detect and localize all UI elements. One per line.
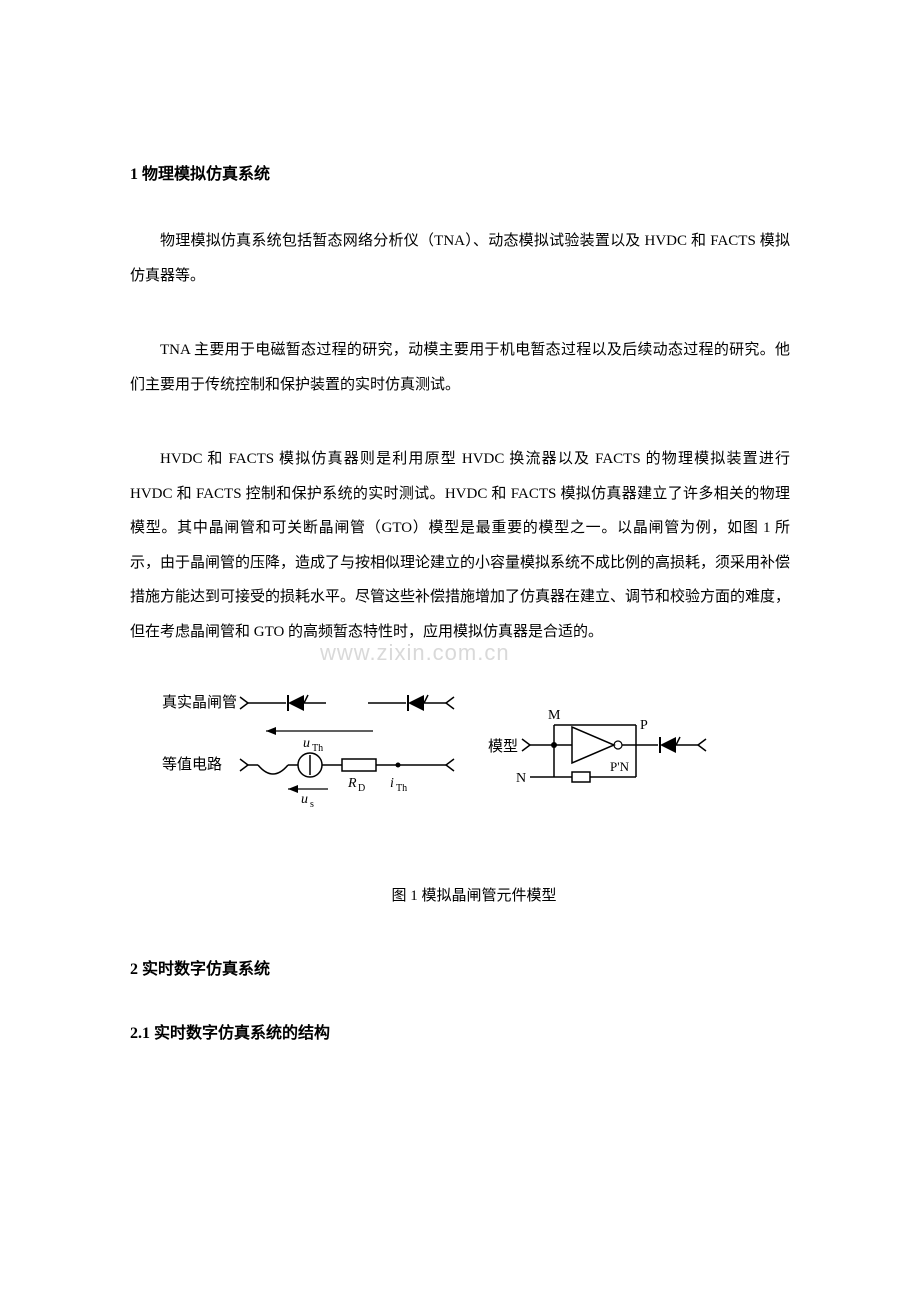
amplifier-icon xyxy=(572,727,614,763)
section-2-heading: 2 实时数字仿真系统 xyxy=(130,955,790,979)
label-model: 模型 xyxy=(488,738,518,755)
label-uth-sub: Th xyxy=(312,743,323,754)
label-equiv-circuit: 等值电路 xyxy=(162,755,222,773)
label-real-thyristor: 真实晶闸管 xyxy=(162,693,237,711)
label-us-sub: s xyxy=(310,799,314,809)
label-rd-sub: D xyxy=(358,783,365,794)
label-uth: u xyxy=(303,736,310,751)
label-rd: R xyxy=(347,776,357,791)
label-ith-sub: Th xyxy=(396,783,407,794)
section-2-1-heading: 2.1 实时数字仿真系统的结构 xyxy=(130,1019,790,1043)
label-m: M xyxy=(548,708,561,723)
figure-1-container: 真实晶闸管 xyxy=(130,689,790,905)
section-1-para-2: TNA 主要用于电磁暂态过程的研究，动模主要用于机电暂态过程以及后续动态过程的研… xyxy=(130,333,790,402)
section-1-para-3: HVDC 和 FACTS 模拟仿真器则是利用原型 HVDC 换流器以及 FACT… xyxy=(130,442,790,649)
section-1-heading: 1 物理模拟仿真系统 xyxy=(130,160,790,184)
label-p: P xyxy=(640,718,648,733)
label-us: u xyxy=(301,792,308,807)
section-1-para-1: 物理模拟仿真系统包括暂态网络分析仪（TNA）、动态模拟试验装置以及 HVDC 和… xyxy=(130,224,790,293)
figure-1-caption: 图 1 模拟晶闸管元件模型 xyxy=(158,884,790,905)
label-ith: i xyxy=(390,776,394,791)
figure-1-svg: 真实晶闸管 xyxy=(158,689,718,809)
resistor-icon xyxy=(342,759,376,771)
watermark-text: www.zixin.com.cn xyxy=(320,640,510,666)
label-n: N xyxy=(516,771,526,786)
figure-1-image: 真实晶闸管 xyxy=(158,689,718,814)
label-pn: P'N xyxy=(610,759,630,774)
